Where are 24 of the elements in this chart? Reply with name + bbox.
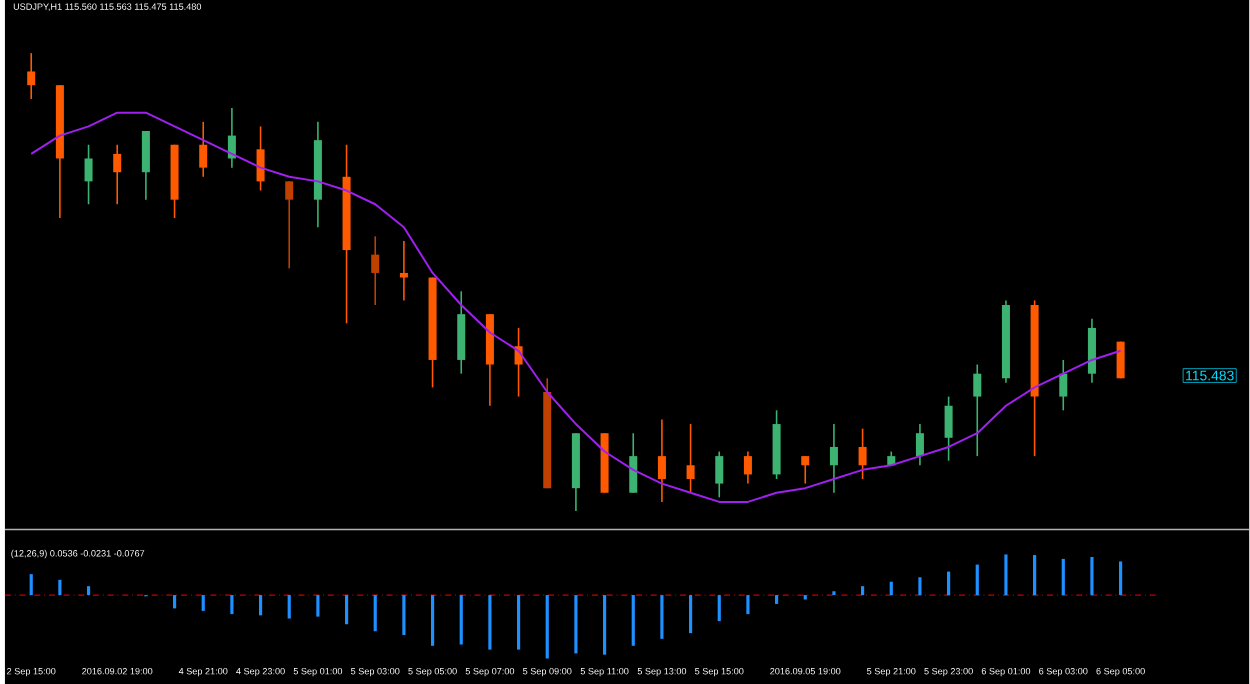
candlestick	[285, 180, 294, 269]
candlestick	[84, 143, 93, 205]
candlestick	[743, 450, 752, 484]
candlestick	[256, 125, 265, 191]
candlestick	[199, 120, 208, 178]
candlestick	[1116, 340, 1125, 379]
candlestick	[27, 51, 36, 100]
candlestick	[457, 290, 466, 375]
candlestick	[1087, 317, 1096, 384]
candlestick	[1059, 358, 1068, 411]
candlestick	[371, 235, 380, 306]
candlestick	[629, 432, 638, 494]
candlestick	[915, 422, 924, 466]
candlestick	[973, 363, 982, 457]
candlestick	[399, 239, 408, 301]
candlestick	[858, 427, 867, 480]
candlestick	[686, 422, 695, 494]
candlestick	[801, 454, 810, 484]
candlestick	[113, 143, 122, 205]
candlestick	[657, 418, 666, 503]
candlestick	[944, 395, 953, 462]
candlestick	[715, 450, 724, 498]
candlestick	[829, 422, 838, 494]
candlestick	[141, 129, 150, 201]
